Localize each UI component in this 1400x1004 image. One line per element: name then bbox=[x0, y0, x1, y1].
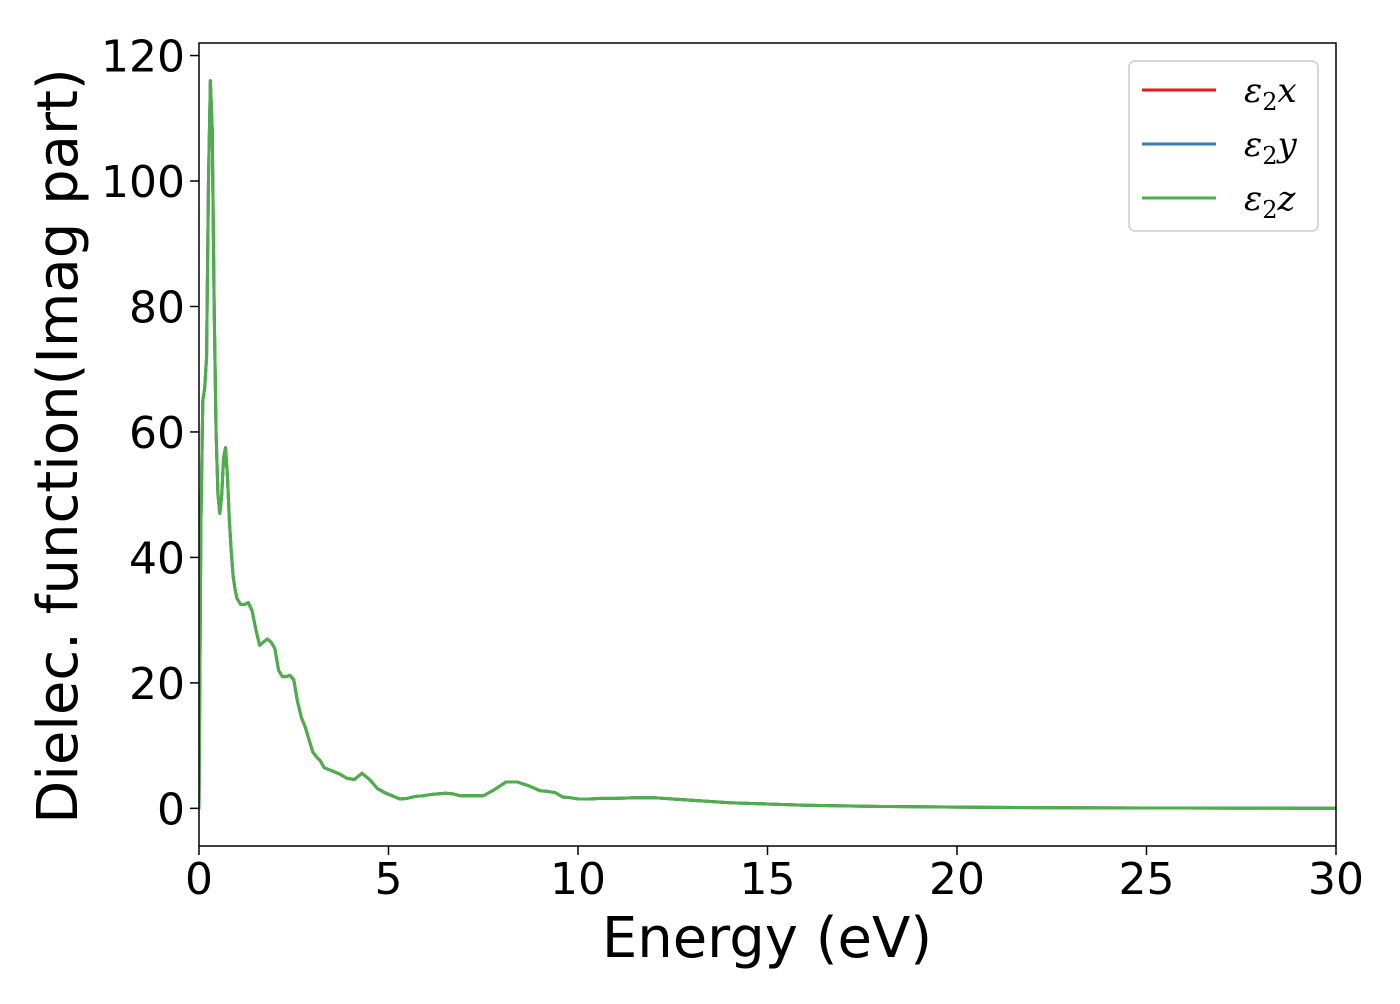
series-line-z bbox=[199, 79, 1336, 810]
legend: ε2x ε2y ε2z bbox=[1128, 60, 1319, 232]
y-tick-label: 40 bbox=[129, 533, 185, 584]
x-tick-label: 0 bbox=[185, 854, 213, 905]
y-axis-ticks: 0 20 40 60 80 100 120 bbox=[101, 32, 199, 835]
y-tick-label: 80 bbox=[129, 282, 185, 333]
legend-label-y: ε2y bbox=[1244, 125, 1298, 170]
y-tick-label: 60 bbox=[129, 408, 185, 459]
x-axis-ticks: 0 5 10 15 20 25 30 bbox=[185, 846, 1364, 905]
y-tick-label: 100 bbox=[101, 157, 185, 208]
x-tick-label: 25 bbox=[1119, 854, 1175, 905]
x-tick-label: 30 bbox=[1308, 854, 1364, 905]
y-tick-label: 20 bbox=[129, 659, 185, 710]
x-tick-label: 5 bbox=[375, 854, 403, 905]
series-lines bbox=[199, 79, 1336, 810]
x-axis-title: Energy (eV) bbox=[602, 906, 932, 971]
x-tick-label: 10 bbox=[550, 854, 606, 905]
legend-box bbox=[1128, 60, 1319, 232]
x-tick-label: 20 bbox=[929, 854, 985, 905]
y-axis-title: Dielec. function(Imag part) bbox=[26, 68, 91, 824]
y-tick-label: 0 bbox=[157, 784, 185, 835]
y-tick-label: 120 bbox=[101, 32, 185, 83]
legend-label-x: ε2x bbox=[1244, 71, 1297, 116]
legend-label-z: ε2z bbox=[1244, 179, 1297, 224]
x-tick-label: 15 bbox=[740, 854, 796, 905]
